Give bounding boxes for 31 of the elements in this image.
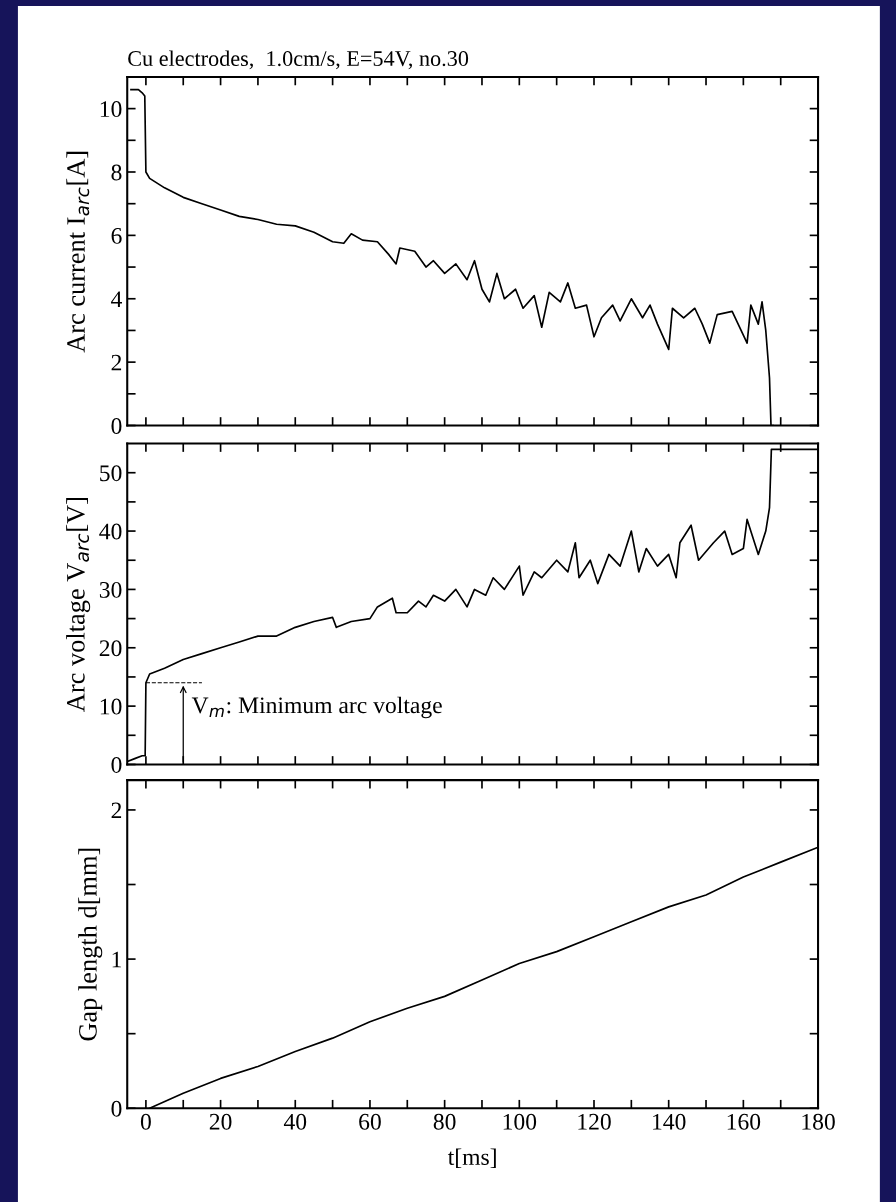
y-tick-label: 4 [111,291,122,307]
x-tick-label: 40 [283,1113,307,1130]
chart-title: Cu electrodes, 1.0cm/s, E=54V, no.30 [128,50,469,70]
annotation: V$_{m}$: Minimum arc voltage [191,696,442,719]
y-tick-label: 40 [99,523,122,540]
y-axis-title: Gap length d[mm] [78,848,103,1041]
x-tick-label: 80 [433,1113,456,1130]
y-axis-title: Arc current I$_{arc}$[A] [66,151,90,353]
y-tick-label: 10 [100,101,122,118]
y-tick-label: 2 [111,354,122,371]
y-tick-label: 20 [99,640,122,657]
y-tick-label: 0 [111,418,122,434]
x-tick-label: 180 [802,1113,835,1130]
y-tick-label: 10 [100,698,122,715]
y-tick-label: 50 [100,465,122,482]
y-tick-label: 1 [112,951,121,968]
x-axis-title: t[ms] [447,1148,496,1168]
x-tick-label: 120 [578,1113,611,1130]
x-tick-label: 20 [209,1113,232,1130]
y-tick-label: 30 [99,581,122,598]
x-tick-label: 140 [653,1113,686,1130]
y-tick-label: 0 [111,756,122,773]
x-tick-label: 160 [727,1113,761,1130]
x-tick-label: 0 [140,1113,151,1130]
x-tick-label: 100 [503,1113,537,1130]
y-tick-label: 8 [111,164,122,181]
y-tick-label: 6 [111,227,122,244]
y-tick-label: 0 [111,1100,122,1117]
y-tick-label: 2 [111,802,122,819]
y-axis-title: Arc voltage V$_{arc}$[V] [66,498,91,712]
x-tick-label: 60 [359,1113,381,1130]
